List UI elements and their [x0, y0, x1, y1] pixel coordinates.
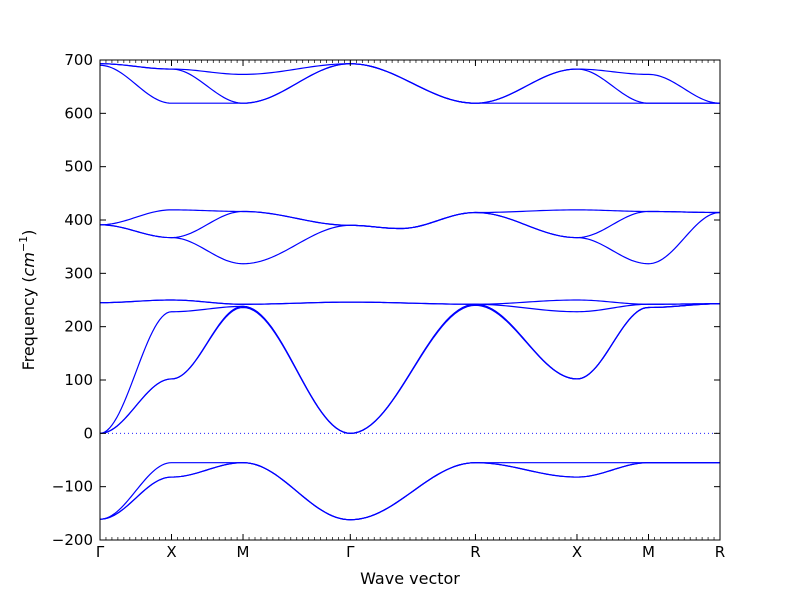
- y-tick-label: −200: [52, 531, 93, 549]
- dispersion-branch-11: [99, 303, 721, 434]
- y-axis-label-text: Frequency (: [19, 276, 38, 370]
- y-axis-label: Frequency (cm−1): [17, 230, 38, 371]
- x-tick-label: R: [715, 543, 725, 561]
- dispersion-branch-1: [99, 63, 721, 104]
- x-tick-label: R: [470, 543, 480, 561]
- x-tick-label: X: [572, 543, 582, 561]
- dispersion-branch-14: [99, 462, 720, 521]
- dispersion-branch-12: [99, 462, 720, 521]
- dispersion-branch-4: [99, 209, 720, 230]
- dispersion-branch-6: [99, 211, 721, 265]
- dispersion-branch-3: [99, 63, 720, 104]
- dispersion-branch-8: [99, 299, 720, 313]
- y-tick-label: 600: [64, 104, 93, 122]
- y-tick-label: −100: [52, 478, 93, 496]
- x-tick-label: X: [166, 543, 176, 561]
- x-tick-label: M: [642, 543, 655, 561]
- x-tick-label: Γ: [346, 543, 355, 561]
- y-tick-label: 400: [64, 211, 93, 229]
- y-axis-label-exponent: −1: [17, 236, 30, 252]
- dispersion-lines: [99, 63, 721, 521]
- y-axis-label-close: ): [19, 230, 38, 236]
- minor-ticks: [105, 60, 715, 540]
- dispersion-branch-13: [99, 462, 720, 521]
- y-tick-label: 500: [64, 158, 93, 176]
- x-tick-label: M: [237, 543, 250, 561]
- y-tick-label: 0: [83, 424, 93, 442]
- y-axis: −200 −100 0 100 200 300 400 500 600 700: [52, 51, 720, 549]
- plot-frame: [99, 59, 721, 541]
- dispersion-branch-5: [99, 210, 720, 239]
- y-tick-label: 100: [64, 371, 93, 389]
- y-tick-label: 300: [64, 264, 93, 282]
- y-tick-label: 700: [64, 51, 93, 69]
- x-tick-label: Γ: [96, 543, 105, 561]
- y-axis-label-unit: cm: [19, 252, 38, 276]
- x-axis-label: Wave vector: [360, 569, 460, 588]
- y-tick-label: 200: [64, 318, 93, 336]
